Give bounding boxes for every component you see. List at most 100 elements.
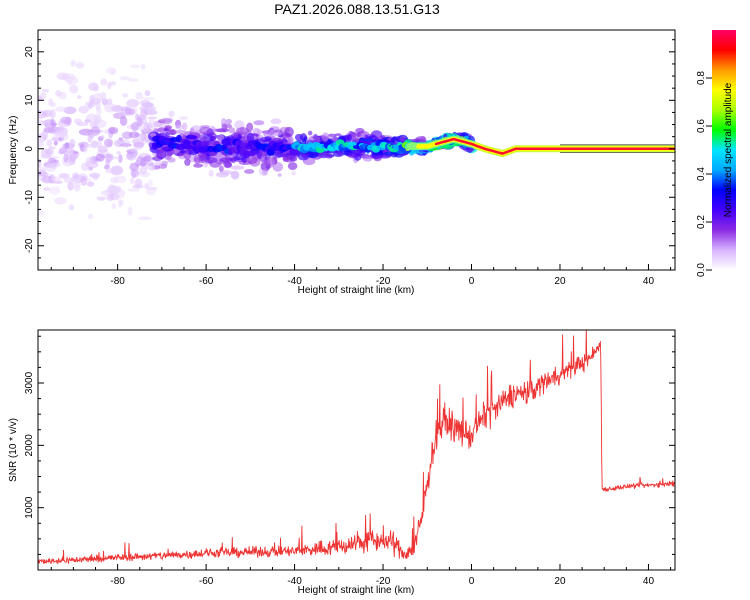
spectrogram-blob [58, 91, 67, 100]
spectrogram-core [230, 146, 239, 154]
spectrogram-blob [113, 175, 127, 184]
x-tick-label: 20 [554, 576, 566, 587]
x-tick-label: -80 [110, 576, 125, 587]
spectrogram-blob [193, 163, 204, 168]
spectrogram-blob [105, 153, 113, 163]
spectrogram-blob [156, 149, 167, 160]
spectrogram-blob [321, 132, 330, 142]
figure-title: PAZ1.2026.088.13.51.G13 [274, 1, 440, 17]
spectrogram-blob [87, 213, 94, 220]
spectrogram-blob [104, 102, 117, 113]
spectrogram-blob [256, 129, 263, 135]
spectrogram-blob [85, 113, 99, 124]
spectrogram-blob [70, 154, 76, 160]
spectrogram-blob [60, 116, 72, 124]
spectrogram-blob [277, 173, 282, 177]
spectrogram-blob [199, 126, 212, 135]
spectrogram-blob [88, 166, 93, 171]
snr-x-ticks: -80 -60 -40 -20 0 20 40 [50, 564, 672, 587]
spectrogram-blob [127, 188, 140, 192]
spectrogram-blob [55, 106, 67, 113]
spectrogram-blob [106, 82, 112, 90]
spectrogram-core [221, 138, 233, 146]
spectrogram-blob [327, 133, 337, 138]
x-tick-label: -20 [376, 276, 391, 287]
spectrogram-blob [49, 186, 61, 195]
colorbar-tick-label: 0.4 [696, 167, 707, 181]
spectrogram-blob [106, 67, 117, 74]
spectrogram-blob [228, 127, 236, 134]
spectrogram-blob [138, 184, 144, 188]
spectrogram-blob [246, 132, 255, 143]
spectrogram-blob [63, 147, 75, 154]
spectrogram-blob [144, 90, 151, 96]
spectrogram-blob [230, 170, 240, 180]
snr-line [38, 330, 675, 565]
snr-y-ticks: 1000 2000 3000 [24, 335, 675, 555]
x-tick-label: 40 [643, 576, 655, 587]
x-tick-label: -40 [287, 576, 302, 587]
spectrogram-blob [419, 136, 427, 144]
spectrogram-blob [95, 153, 105, 162]
spectrogram-blob [223, 161, 232, 169]
spectrogram-blob [129, 162, 139, 172]
y-tick-label: 20 [24, 46, 35, 58]
spectrogram-blob [167, 157, 176, 163]
spectrogram-blob [215, 128, 230, 133]
spectrogram-blob [356, 132, 361, 137]
spectrogram-blob [88, 102, 93, 110]
spectrogram-blob [133, 142, 145, 148]
x-tick-label: -80 [110, 276, 125, 287]
spectrogram-blob [119, 199, 124, 206]
spectrogram-blob [100, 190, 114, 196]
spectrogram-blob [48, 98, 54, 107]
spectrogram-blob [308, 130, 313, 136]
spectrogram-blob [263, 157, 271, 166]
spectrogram-blob [297, 150, 310, 161]
spectrogram-blob [135, 92, 144, 100]
spectrogram-blob [270, 118, 282, 125]
spectrogram-blob [182, 122, 188, 131]
spectrogram-blob [379, 152, 384, 156]
spectrogram-blob [399, 136, 406, 142]
colorbar-tick-label: 0.2 [696, 215, 707, 229]
spectrogram-blob [38, 141, 45, 148]
spectrogram-blob [384, 151, 394, 156]
spectrogram-blob [230, 165, 245, 170]
y-tick-label: 3000 [24, 371, 35, 394]
colorbar-bar [712, 30, 736, 270]
y-tick-label: 1000 [24, 496, 35, 519]
spectrogram-blob [138, 216, 152, 220]
spectrogram-blob [41, 175, 54, 184]
spectrogram-blob [287, 135, 294, 145]
spectrogram-blob [139, 159, 147, 167]
colorbar-tick-label: 0.6 [696, 119, 707, 133]
spectrogram-blob [96, 107, 102, 115]
spectrogram-blob [80, 162, 90, 171]
spectrogram-blob [380, 135, 386, 140]
spectrogram-blob [236, 127, 250, 135]
x-tick-label: 0 [469, 276, 475, 287]
spectrogram-blob [127, 78, 139, 82]
spectrogram-core [289, 148, 300, 156]
spectrogram-blob [111, 203, 117, 210]
spectrogram-blob [93, 86, 99, 92]
spectrogram-blob [164, 125, 172, 130]
spectrogram-blob [50, 109, 56, 119]
spectrogram-blob [219, 165, 224, 173]
snr-panel: -80 -60 -40 -20 0 20 40 1000 2000 3000 Height of… [8, 329, 676, 596]
spectrogram-blob [176, 152, 184, 157]
colorbar-label: Normalized spectral amplitude [723, 82, 734, 217]
spectrogram-core [183, 139, 191, 146]
snr-frame [37, 329, 676, 571]
x-tick-label: 0 [469, 576, 475, 587]
x-tick-label: -20 [376, 576, 391, 587]
colorbar-ticks: 0.0 0.2 0.4 0.6 0.8 [696, 71, 712, 277]
spectrogram-y-label: Frequency (Hz) [8, 116, 19, 185]
spectrogram-blob [274, 129, 283, 133]
spectrogram-blob [149, 166, 155, 172]
spectrogram-blob [72, 151, 79, 155]
spectrogram-blob [86, 181, 95, 187]
spectrogram-blob [58, 150, 64, 155]
